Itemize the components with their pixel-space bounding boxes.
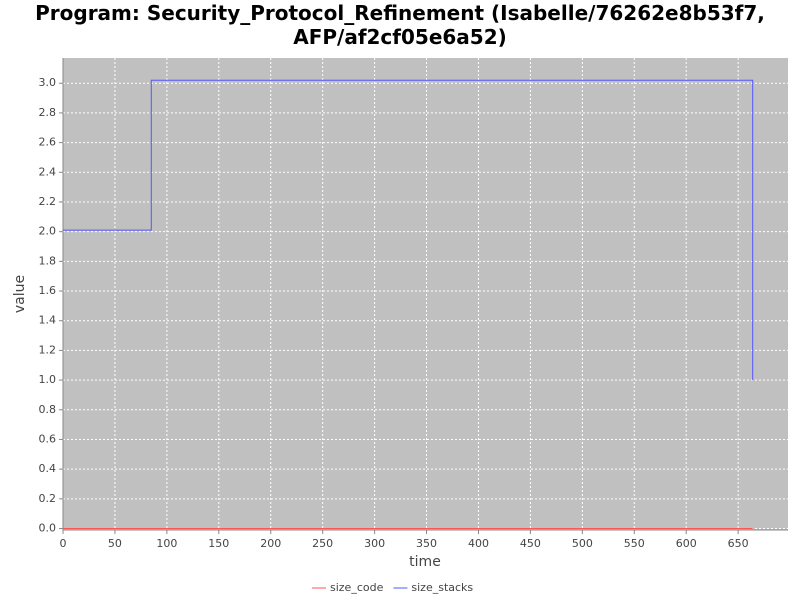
y-tick-label: 1.2 bbox=[39, 343, 57, 356]
x-tick-label: 200 bbox=[260, 537, 281, 550]
y-tick-label: 1.8 bbox=[39, 254, 57, 267]
x-tick-label: 100 bbox=[156, 537, 177, 550]
x-tick-label: 150 bbox=[208, 537, 229, 550]
x-tick-label: 250 bbox=[312, 537, 333, 550]
y-tick-label: 2.8 bbox=[39, 106, 57, 119]
y-tick-label: 3.0 bbox=[39, 76, 57, 89]
y-axis-label: value bbox=[12, 275, 28, 313]
series-line bbox=[63, 79, 754, 381]
y-tick-label: 2.0 bbox=[39, 225, 57, 238]
legend-label: size_stacks bbox=[411, 581, 473, 594]
x-tick-label: 500 bbox=[572, 537, 593, 550]
y-tick-label: 0.0 bbox=[39, 522, 57, 535]
x-tick-label: 650 bbox=[728, 537, 749, 550]
y-tick-label: 0.4 bbox=[39, 462, 57, 475]
x-tick-label: 350 bbox=[416, 537, 437, 550]
x-axis-label: time bbox=[409, 554, 441, 570]
plot-area bbox=[63, 58, 788, 530]
y-tick-label: 0.2 bbox=[39, 492, 57, 505]
x-tick-label: 450 bbox=[520, 537, 541, 550]
x-tick-label: 300 bbox=[364, 537, 385, 550]
legend-label: size_code bbox=[330, 581, 384, 594]
y-tick-label: 1.0 bbox=[39, 373, 57, 386]
x-tick-label: 0 bbox=[60, 537, 67, 550]
y-tick-label: 1.6 bbox=[39, 284, 57, 297]
y-tick-label: 2.4 bbox=[39, 165, 57, 178]
x-tick-label: 400 bbox=[468, 537, 489, 550]
x-tick-label: 600 bbox=[676, 537, 697, 550]
y-tick-label: 0.6 bbox=[39, 432, 57, 445]
x-tick-label: 550 bbox=[624, 537, 645, 550]
chart-title: Program: Security_Protocol_Refinement (I… bbox=[35, 1, 765, 49]
y-tick-label: 2.6 bbox=[39, 136, 57, 149]
y-tick-label: 0.8 bbox=[39, 403, 57, 416]
y-tick-label: 1.4 bbox=[39, 314, 57, 327]
x-tick-label: 50 bbox=[108, 537, 122, 550]
y-tick-label: 2.2 bbox=[39, 195, 57, 208]
